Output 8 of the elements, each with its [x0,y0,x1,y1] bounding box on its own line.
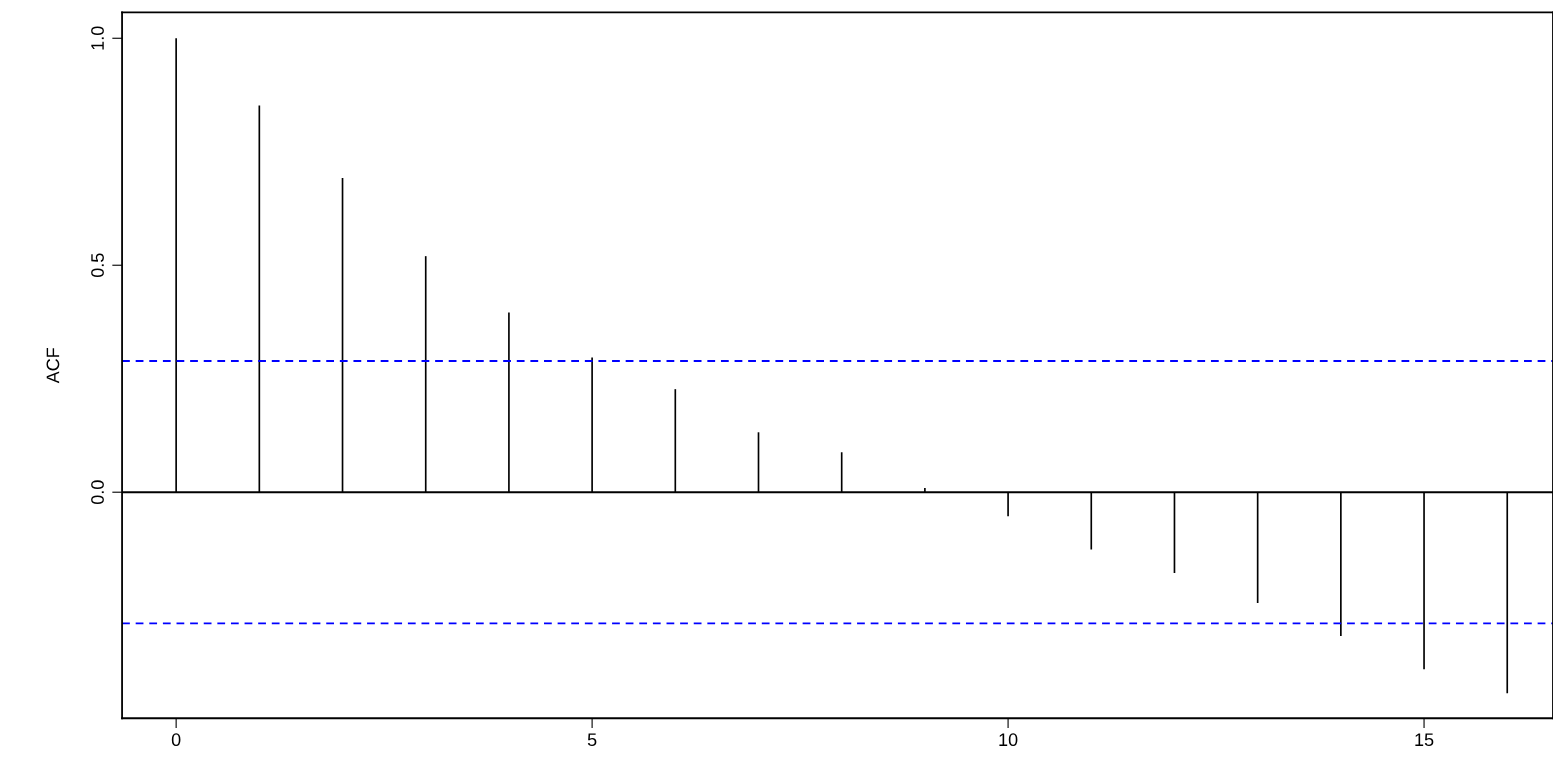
x-tick-label: 5 [587,733,597,747]
y-tick-label: 0.5 [91,253,104,278]
x-tick-label: 0 [171,733,181,747]
y-axis-title: ACF [46,348,60,384]
y-tick-label: 1.0 [91,26,104,50]
y-tick-label: 0.0 [91,480,104,505]
x-tick-label: 15 [1415,733,1434,747]
x-tick-label: 10 [999,733,1018,747]
